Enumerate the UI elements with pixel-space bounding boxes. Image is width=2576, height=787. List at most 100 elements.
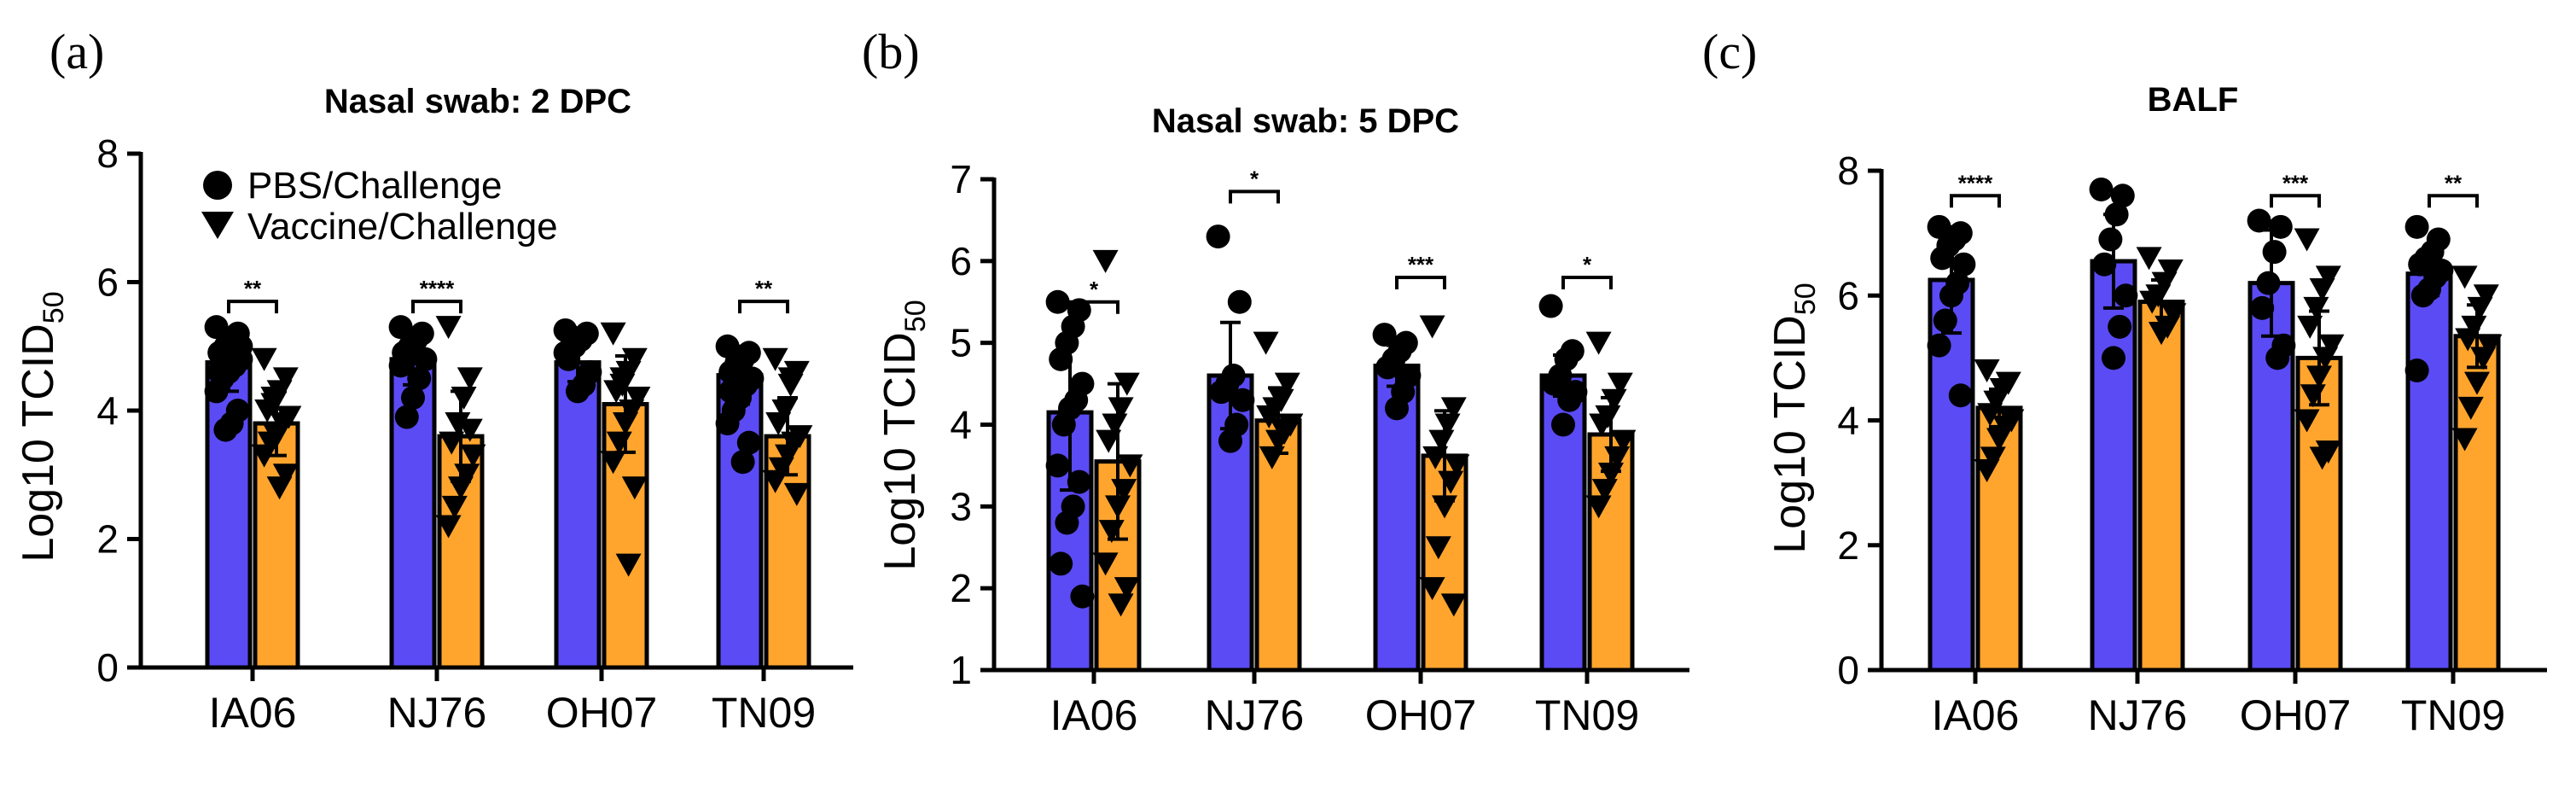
y-axis-label-main: Log10 TCID [875, 332, 925, 570]
significance-label: *** [2282, 170, 2309, 195]
y-axis-label-subscript: 50 [899, 300, 932, 332]
x-tick-label: NJ76 [387, 689, 487, 737]
x-tick-label: OH07 [2240, 691, 2352, 739]
data-point-vaccine [435, 316, 462, 340]
data-point-vaccine [2457, 396, 2484, 420]
significance-label: * [1090, 277, 1099, 302]
data-point-vaccine [2309, 277, 2335, 301]
data-point-pbs [394, 405, 419, 429]
data-point-vaccine [1986, 428, 2012, 452]
y-tick-label: 3 [950, 484, 972, 528]
chart-title: Nasal swab: 5 DPC [1152, 102, 1459, 140]
data-point-vaccine [1428, 429, 1455, 453]
x-tick-label: IA06 [209, 689, 297, 737]
data-point-pbs [730, 450, 755, 475]
data-point-pbs [1045, 289, 1070, 314]
data-point-vaccine [2315, 265, 2341, 289]
data-point-vaccine [1610, 429, 1637, 453]
data-point-vaccine [2451, 428, 2478, 452]
data-point-pbs [2404, 359, 2429, 382]
data-point-pbs [553, 341, 578, 365]
y-tick-label: 2 [96, 517, 119, 562]
data-point-vaccine [600, 451, 626, 475]
significance-bracket [227, 300, 278, 314]
data-point-vaccine [2157, 259, 2183, 283]
data-point-vaccine [1974, 459, 2000, 482]
x-tick-label: TN09 [2401, 691, 2505, 739]
data-point-vaccine [2464, 371, 2490, 395]
data-point-vaccine [1980, 446, 2006, 470]
data-point-vaccine [1274, 372, 1300, 396]
data-point-vaccine [1983, 390, 2009, 414]
data-point-vaccine [1591, 479, 1618, 503]
data-point-vaccine [1108, 593, 1134, 617]
data-point-vaccine [272, 463, 299, 487]
data-point-pbs [1049, 551, 1073, 576]
x-tick-label: OH07 [546, 689, 658, 737]
data-point-pbs [1551, 412, 1575, 437]
y-axis-label: Log10 TCID50 [875, 300, 932, 570]
data-point-pbs [724, 350, 749, 375]
data-point-pbs [2262, 240, 2287, 265]
data-point-vaccine [2151, 271, 2178, 295]
legend: PBS/Challenge Vaccine/Challenge [201, 165, 558, 248]
data-point-pbs [1557, 388, 1582, 412]
y-tick-label: 8 [1837, 149, 1859, 193]
significance-label: ** [755, 276, 773, 301]
data-point-pbs [2114, 283, 2138, 308]
data-point-vaccine [2136, 247, 2162, 271]
data-point-vaccine [1092, 552, 1119, 576]
legend-marker-pbs [203, 171, 232, 200]
data-point-vaccine [2455, 328, 2481, 352]
data-point-pbs [1055, 510, 1079, 535]
data-point-vaccine [1108, 397, 1134, 421]
legend-label-vaccine: Vaccine/Challenge [247, 206, 558, 248]
data-point-vaccine [251, 444, 277, 468]
significance-bracket [1395, 276, 1446, 289]
data-point-vaccine [1102, 413, 1128, 437]
y-tick-label: 4 [950, 403, 972, 447]
x-tick-label: TN09 [712, 689, 816, 737]
y-tick-label: 2 [1837, 523, 1859, 568]
significance-label: **** [420, 276, 455, 301]
data-point-vaccine [445, 412, 471, 436]
data-point-pbs [2089, 177, 2114, 201]
data-point-pbs [1218, 428, 1242, 453]
data-point-vaccine [2309, 446, 2335, 470]
panel-label: (c) [1702, 24, 1757, 79]
y-axis-label-main: Log10 TCID [14, 324, 63, 562]
data-point-vaccine [1419, 577, 1445, 601]
significance-bracket [411, 300, 462, 314]
data-point-vaccine [625, 386, 651, 410]
x-tick-label: NJ76 [2088, 691, 2188, 739]
data-point-pbs [2265, 346, 2290, 370]
data-point-vaccine [2139, 290, 2166, 314]
y-tick-label: 0 [96, 645, 119, 690]
bar-vaccine-nj76 [1254, 418, 1302, 673]
data-point-vaccine [2294, 228, 2320, 252]
data-point-vaccine [1256, 405, 1282, 428]
y-tick-label: 4 [1837, 399, 1859, 443]
legend-label-pbs: PBS/Challenge [247, 165, 502, 207]
data-point-pbs [2092, 252, 2117, 277]
data-point-vaccine [2451, 265, 2478, 289]
data-point-vaccine [1092, 249, 1119, 273]
y-axis-label-main: Log10 TCID [1765, 315, 1815, 553]
data-point-pbs [1542, 371, 1567, 396]
chart-panel-a: (a) Nasal swab: 2 DPC Log10 TCID50 PBS/C… [14, 24, 853, 737]
data-point-pbs [1045, 453, 1070, 478]
panel-label: (a) [49, 24, 104, 79]
data-point-vaccine [266, 476, 293, 500]
y-axis-label-subscript: 50 [38, 291, 70, 324]
data-point-vaccine [600, 322, 626, 346]
data-point-vaccine [2297, 315, 2323, 339]
data-point-vaccine [1598, 463, 1624, 486]
y-axis-label: Log10 TCID50 [14, 291, 70, 562]
data-point-vaccine [1440, 593, 1467, 617]
data-point-pbs [213, 417, 238, 442]
data-point-vaccine [1607, 372, 1633, 396]
data-point-vaccine [2303, 296, 2329, 320]
data-point-vaccine [1977, 403, 2003, 427]
data-point-pbs [1070, 584, 1095, 609]
